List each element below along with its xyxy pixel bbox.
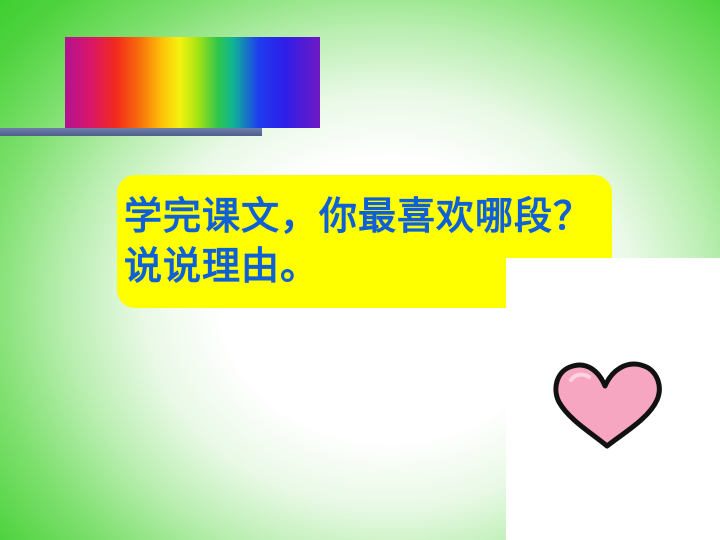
divider-line (0, 128, 262, 136)
rainbow-gradient-bar (65, 37, 320, 128)
question-box: 学完课文，你最喜欢哪段？说说理由。 (117, 175, 612, 308)
picture-panel (506, 258, 720, 540)
question-text: 学完课文，你最喜欢哪段？说说理由。 (124, 194, 593, 288)
heart-icon (553, 361, 662, 449)
